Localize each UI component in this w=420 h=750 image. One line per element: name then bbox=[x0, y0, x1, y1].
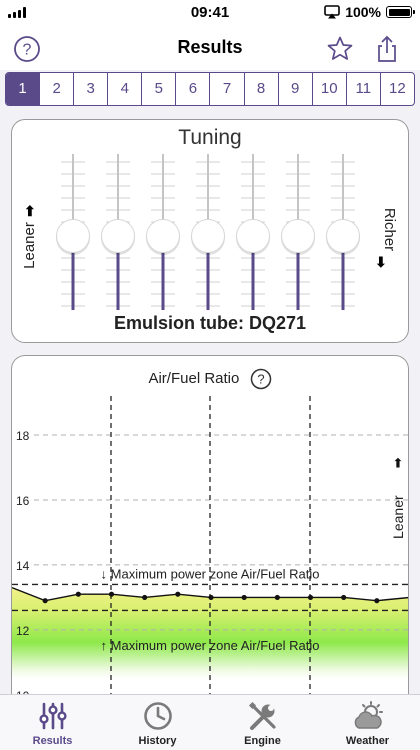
clock-icon bbox=[143, 702, 172, 730]
tab-engine-label: Engine bbox=[244, 735, 281, 747]
slider-1[interactable] bbox=[56, 154, 90, 310]
slider-knob[interactable] bbox=[146, 219, 180, 253]
afr-title: Air/Fuel Ratio ? bbox=[12, 368, 408, 390]
segment-9[interactable]: 9 bbox=[279, 73, 313, 105]
run-selector: 1 2 3 4 5 6 7 8 9 10 11 12 bbox=[5, 72, 415, 106]
max-zone-upper-label: ↓ Maximum power zone Air/Fuel Ratio bbox=[101, 567, 320, 582]
slider-knob[interactable] bbox=[326, 219, 360, 253]
star-icon[interactable] bbox=[326, 35, 354, 63]
afr-point bbox=[341, 594, 347, 601]
y-tick-label: 14 bbox=[16, 559, 30, 573]
afr-point bbox=[175, 591, 181, 597]
weather-icon bbox=[354, 701, 383, 729]
afr-panel: Air/Fuel Ratio ? 1816141210↓ Maximum pow… bbox=[11, 355, 409, 715]
help-icon[interactable]: ? bbox=[13, 35, 41, 63]
segment-3[interactable]: 3 bbox=[74, 73, 109, 105]
tuning-sliders bbox=[56, 154, 360, 310]
afr-point bbox=[108, 591, 115, 597]
slider-knob[interactable] bbox=[56, 219, 90, 253]
y-tick-label: 16 bbox=[16, 494, 30, 508]
slider-7[interactable] bbox=[326, 154, 360, 310]
page-title: Results bbox=[177, 37, 243, 57]
tab-results[interactable]: Results bbox=[0, 695, 105, 750]
slider-knob[interactable] bbox=[191, 219, 225, 253]
afr-point bbox=[307, 594, 314, 601]
afr-chart: 1816141210↓ Maximum power zone Air/Fuel … bbox=[12, 396, 408, 715]
down-arrow-icon: ⬇ bbox=[375, 254, 387, 270]
afr-point bbox=[42, 598, 48, 604]
wrench-screwdriver-icon bbox=[248, 701, 276, 730]
status-time: 09:41 bbox=[190, 4, 230, 21]
tuning-title: Tuning bbox=[178, 126, 242, 149]
segment-5[interactable]: 5 bbox=[142, 73, 177, 105]
y-tick-label: 12 bbox=[16, 624, 30, 638]
slider-knob[interactable] bbox=[101, 219, 135, 253]
afr-leaner-label: Leaner bbox=[390, 495, 406, 539]
afr-point bbox=[75, 591, 81, 597]
tab-history-label: History bbox=[138, 735, 177, 747]
slider-6[interactable] bbox=[281, 154, 315, 310]
max-zone-lower-label: ↑ Maximum power zone Air/Fuel Ratio bbox=[101, 638, 320, 653]
afr-point bbox=[241, 594, 247, 601]
tuning-panel: Tuning ⬆ Leaner Richer ⬇ Emulsion tube: … bbox=[11, 119, 409, 343]
slider-5[interactable] bbox=[236, 154, 270, 310]
up-arrow-icon: ⬆ bbox=[24, 203, 36, 219]
battery-percent: 100% bbox=[345, 4, 381, 20]
airplay-icon bbox=[324, 5, 340, 19]
segment-12[interactable]: 12 bbox=[389, 80, 406, 97]
segment-7[interactable]: 7 bbox=[210, 73, 245, 105]
segment-1[interactable]: 1 bbox=[6, 73, 41, 105]
emulsion-tube-label: Emulsion tube: DQ271 bbox=[113, 313, 307, 333]
status-bar: 09:41 100% bbox=[0, 0, 420, 26]
segment-10[interactable]: 10 bbox=[313, 73, 347, 105]
battery-icon bbox=[386, 6, 415, 18]
tab-weather[interactable]: Weather bbox=[315, 695, 420, 750]
afr-point bbox=[274, 594, 280, 601]
afr-point bbox=[142, 594, 148, 601]
segment-4[interactable]: 4 bbox=[108, 73, 143, 105]
segment-6[interactable]: 6 bbox=[176, 73, 211, 105]
svg-text:?: ? bbox=[23, 42, 32, 59]
segment-8[interactable]: 8 bbox=[245, 73, 279, 105]
slider-3[interactable] bbox=[146, 154, 180, 310]
tab-bar: Results History Engine Weather bbox=[0, 694, 420, 750]
afr-help-icon[interactable]: ? bbox=[250, 368, 272, 390]
y-tick-label: 18 bbox=[16, 429, 30, 443]
tab-weather-label: Weather bbox=[345, 735, 390, 747]
afr-point bbox=[374, 598, 380, 604]
richer-label: Richer bbox=[381, 207, 399, 252]
tab-history[interactable]: History bbox=[105, 695, 210, 750]
sliders-icon bbox=[38, 702, 67, 730]
slider-knob[interactable] bbox=[281, 219, 315, 253]
leaner-arrow-icon: ⬆ bbox=[393, 456, 404, 471]
slider-4[interactable] bbox=[191, 154, 225, 310]
tab-results-label: Results bbox=[32, 735, 73, 747]
share-icon[interactable] bbox=[373, 35, 401, 63]
afr-title-text: Air/Fuel Ratio bbox=[148, 369, 240, 387]
segment-2[interactable]: 2 bbox=[40, 73, 75, 105]
afr-point bbox=[208, 594, 214, 601]
tab-engine[interactable]: Engine bbox=[210, 695, 315, 750]
signal-icon bbox=[8, 7, 26, 18]
svg-text:?: ? bbox=[257, 372, 264, 387]
slider-2[interactable] bbox=[101, 154, 135, 310]
navigation-bar: ? Results bbox=[0, 26, 420, 70]
slider-knob[interactable] bbox=[236, 219, 270, 253]
segment-11[interactable]: 11 bbox=[347, 73, 381, 105]
